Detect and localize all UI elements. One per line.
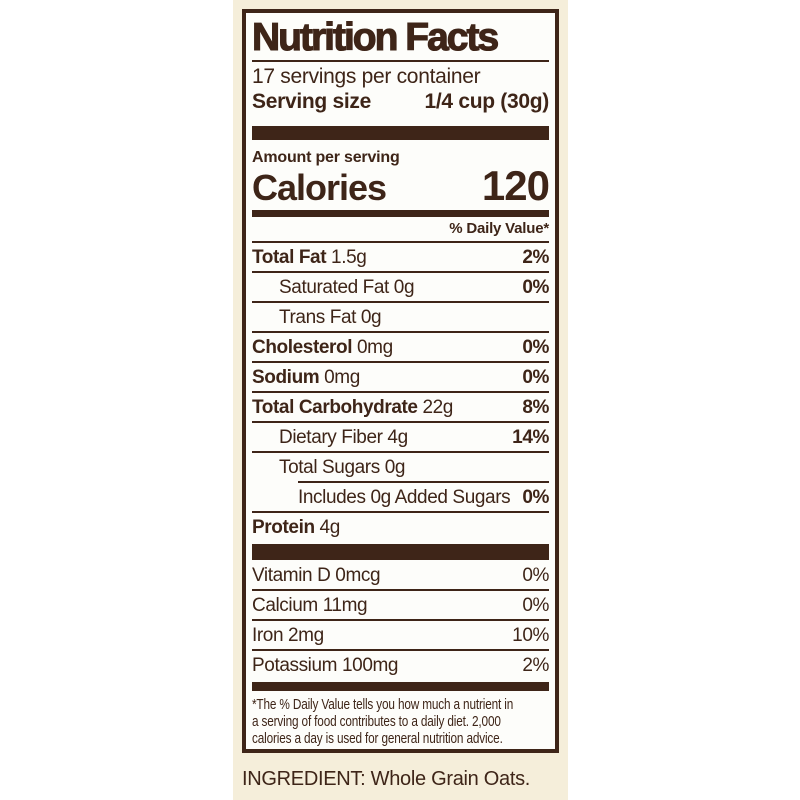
nutrient-name: Total Fat 1.5g: [252, 246, 367, 268]
ingredient-statement: INGREDIENT: Whole Grain Oats.: [242, 768, 531, 790]
servings-per-container: 17 servings per container: [252, 65, 481, 88]
daily-value-footnote: *The % Daily Value tells you how much a …: [252, 696, 514, 747]
nutrient-name: Cholesterol 0mg: [252, 336, 393, 358]
nutrient-row: Total Sugars 0g: [252, 451, 549, 481]
amount-per-serving-label: Amount per serving: [252, 149, 400, 166]
nutrient-name: Includes 0g Added Sugars: [298, 486, 511, 508]
daily-value-header: % Daily Value*: [449, 220, 549, 237]
nutrient-rows-section: Total Fat 1.5g 2% Saturated Fat 0g 0% Trans …: [252, 241, 549, 541]
nutrient-row: Potassium 100mg 2%: [252, 649, 549, 679]
nutrient-row: Protein 4g: [252, 511, 549, 541]
nutrient-row: Sodium 0mg 0%: [252, 361, 549, 391]
nutrient-row: Calcium 11mg 0%: [252, 589, 549, 619]
nutrient-dv: 8%: [522, 396, 549, 418]
nutrient-dv: 0%: [522, 486, 549, 508]
nutrient-dv: 14%: [512, 426, 549, 448]
nutrient-dv: 2%: [522, 654, 549, 676]
nutrient-dv: 0%: [522, 366, 549, 388]
nutrient-dv: 0%: [522, 594, 549, 616]
nutrient-row: Trans Fat 0g: [252, 301, 549, 331]
medium-separator-bar: [252, 682, 549, 691]
nutrient-dv: 10%: [512, 624, 549, 646]
nutrient-row: Total Carbohydrate 22g 8%: [252, 391, 549, 421]
nutrient-name: Total Sugars 0g: [279, 456, 406, 478]
nutrient-row: Includes 0g Added Sugars 0%: [298, 481, 549, 511]
nutrient-row: Saturated Fat 0g 0%: [252, 271, 549, 301]
serving-size-label: Serving size: [252, 90, 371, 113]
thick-separator-bar: [252, 126, 549, 140]
serving-size-row: Serving size 1/4 cup (30g): [252, 89, 549, 114]
nutrition-facts-title: Nutrition Facts: [251, 16, 499, 59]
medium-separator-bar: [252, 210, 549, 217]
nutrient-row: Iron 2mg 10%: [252, 619, 549, 649]
nutrient-dv: 2%: [522, 246, 549, 268]
nutrient-dv: 0%: [522, 336, 549, 358]
nutrient-dv: 0%: [522, 564, 549, 586]
nutrient-name: Iron 2mg: [252, 624, 324, 646]
nutrient-name: Total Carbohydrate 22g: [252, 396, 453, 418]
calories-row: Calories 120: [252, 162, 550, 209]
nutrient-dv: 0%: [522, 276, 549, 298]
nutrient-name: Calcium 11mg: [252, 594, 368, 616]
nutrient-name: Dietary Fiber 4g: [279, 426, 408, 448]
nutrient-row: Cholesterol 0mg 0%: [252, 331, 549, 361]
title-divider: [252, 60, 549, 62]
nutrient-name: Sodium 0mg: [252, 366, 360, 388]
serving-size-value: 1/4 cup (30g): [424, 90, 550, 113]
micronutrient-rows-section: Vitamin D 0mcg 0% Calcium 11mg 0% Iron 2mg 10…: [252, 560, 549, 679]
nutrition-facts-label: Nutrition Facts 17 servings per containe…: [242, 9, 559, 753]
nutrient-row: Vitamin D 0mcg 0%: [252, 560, 549, 589]
nutrient-name: Protein 4g: [252, 516, 340, 538]
thick-separator-bar: [252, 544, 549, 560]
nutrient-name: Saturated Fat 0g: [279, 276, 415, 298]
calories-label: Calories: [252, 167, 387, 208]
nutrient-row: Total Fat 1.5g 2%: [252, 241, 549, 271]
calories-value: 120: [481, 162, 550, 209]
nutrient-row: Dietary Fiber 4g 14%: [252, 421, 549, 451]
nutrient-name: Trans Fat 0g: [279, 306, 382, 328]
nutrient-name: Potassium 100mg: [252, 654, 399, 676]
nutrient-name: Vitamin D 0mcg: [252, 564, 381, 586]
